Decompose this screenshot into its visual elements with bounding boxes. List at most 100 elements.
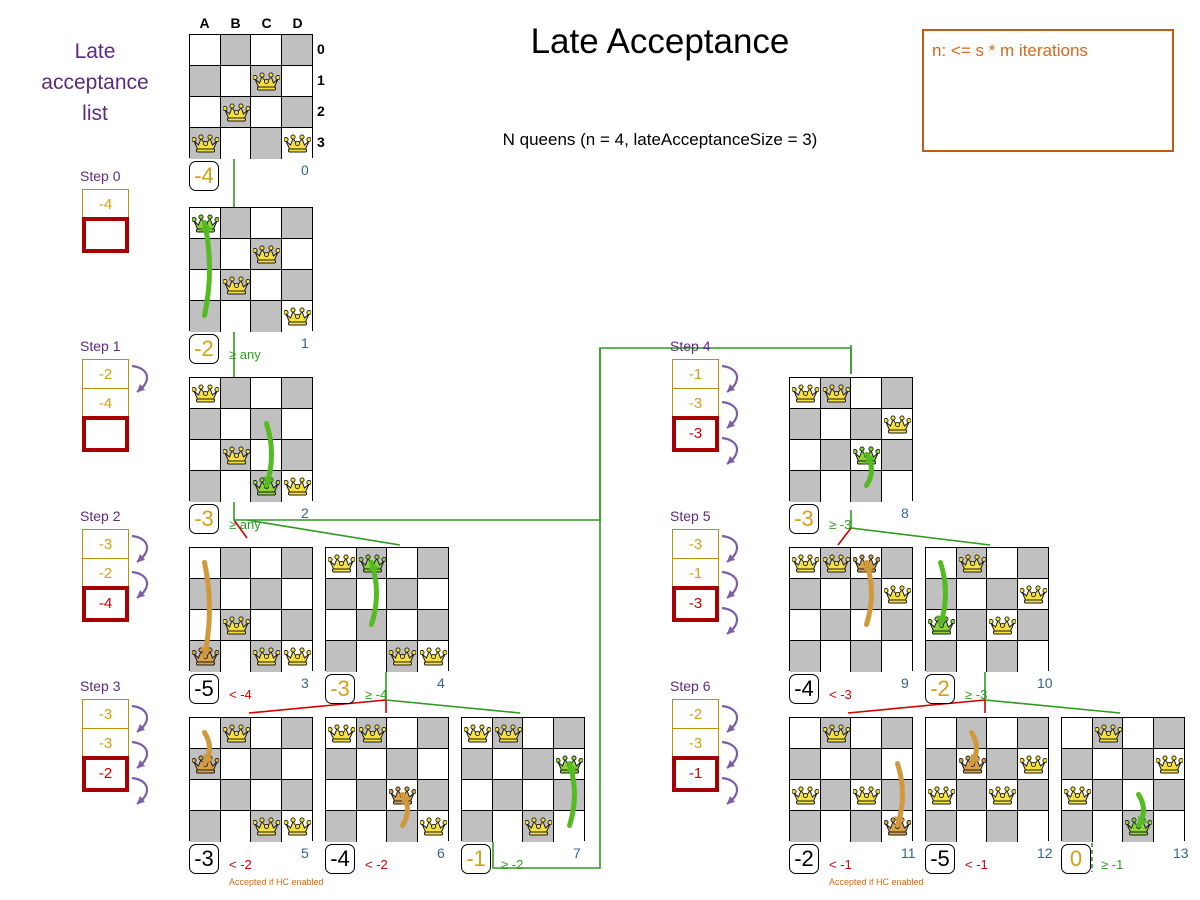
board-cell <box>281 301 312 332</box>
late-acceptance-cell: -3 <box>672 728 719 757</box>
step-label: Step 0 <box>80 168 121 184</box>
board-cell <box>387 780 418 811</box>
chessboard <box>925 717 1049 842</box>
board-cell <box>790 440 821 471</box>
board-cell <box>926 641 957 672</box>
queen-icon <box>419 646 447 668</box>
rotate-arrow-icon <box>718 568 752 608</box>
queen-icon <box>253 816 280 838</box>
board-comparison: ≥ any <box>229 347 261 362</box>
board-cell <box>926 718 957 749</box>
board-index: 1 <box>301 335 309 351</box>
chessboard <box>189 34 313 159</box>
chessboard <box>789 717 913 842</box>
board-cell <box>190 378 221 409</box>
board-cell <box>220 270 251 301</box>
board-cell <box>251 66 282 97</box>
late-acceptance-cell: -2 <box>82 359 129 388</box>
late-acceptance-list: -3 -3 -2 <box>82 699 129 792</box>
late-acceptance-cell: -3 <box>672 388 719 417</box>
board-cell <box>190 239 221 270</box>
board-cell <box>926 548 957 579</box>
board-cell <box>220 641 251 672</box>
queen-icon <box>192 646 219 668</box>
rotate-arrow-icon <box>718 362 752 402</box>
queen-icon <box>792 553 819 575</box>
board-cell <box>281 409 312 440</box>
board-cell <box>356 610 387 641</box>
board-cell <box>926 749 957 780</box>
board-cell <box>1062 811 1093 842</box>
board-cell <box>820 641 851 672</box>
board-cell <box>881 780 912 811</box>
board-cell <box>987 749 1018 780</box>
board-cell <box>326 641 357 672</box>
late-acceptance-current-cell <box>82 217 129 253</box>
board-cell <box>190 471 221 502</box>
board-score: -4 <box>789 674 819 704</box>
board-cell <box>190 780 221 811</box>
board-cell <box>251 128 282 159</box>
board-cell <box>387 811 418 842</box>
rotate-arrow-icon <box>128 568 162 608</box>
queen-icon <box>389 785 416 807</box>
board-score: -4 <box>325 844 355 874</box>
board-cell <box>926 811 957 842</box>
board-cell <box>790 548 821 579</box>
board-index: 7 <box>573 845 581 861</box>
board-comparison: < -2 <box>229 857 252 872</box>
board-score: -2 <box>789 844 819 874</box>
board-cell <box>417 749 448 780</box>
queen-icon <box>283 306 311 328</box>
late-acceptance-cell: -3 <box>82 699 129 728</box>
board-score: -5 <box>925 844 955 874</box>
queen-icon <box>222 723 250 745</box>
board-score: -3 <box>789 504 819 534</box>
queen-icon <box>883 816 911 838</box>
board-cell <box>820 780 851 811</box>
late-acceptance-cell: -1 <box>672 359 719 388</box>
rank-label: 0 <box>317 41 325 57</box>
board-comparison: ≥ any <box>229 517 261 532</box>
board-cell <box>1153 780 1184 811</box>
board-cell <box>462 749 493 780</box>
board-cell <box>356 811 387 842</box>
board-cell <box>281 718 312 749</box>
board-cell <box>220 548 251 579</box>
board-cell <box>790 579 821 610</box>
board-cell <box>1153 811 1184 842</box>
board-cell <box>251 409 282 440</box>
board-cell <box>1123 811 1154 842</box>
queen-icon <box>792 785 819 807</box>
board-cell <box>881 718 912 749</box>
board-cell <box>1092 780 1123 811</box>
step-label: Step 5 <box>670 508 711 524</box>
chessboard <box>189 207 313 332</box>
board-cell <box>220 208 251 239</box>
board-cell <box>987 579 1018 610</box>
queen-icon <box>853 553 880 575</box>
queen-icon <box>358 723 386 745</box>
board-cell <box>881 579 912 610</box>
board-cell <box>251 780 282 811</box>
rotate-arrow-icon <box>718 604 752 644</box>
board-cell <box>987 811 1018 842</box>
board-cell <box>1153 749 1184 780</box>
board-cell <box>326 579 357 610</box>
step-label: Step 4 <box>670 338 711 354</box>
board-cell <box>251 270 282 301</box>
chessboard <box>789 377 913 502</box>
note-text: n: <= s * m iterations <box>932 41 1088 60</box>
board-cell <box>190 548 221 579</box>
queen-icon <box>883 414 911 436</box>
board-cell <box>523 718 554 749</box>
board-cell <box>190 409 221 440</box>
board-cell <box>1017 548 1048 579</box>
chessboard <box>325 547 449 672</box>
board-cell <box>281 548 312 579</box>
late-acceptance-current-cell: -4 <box>82 586 129 622</box>
late-acceptance-cell: -3 <box>82 529 129 558</box>
board-cell <box>251 718 282 749</box>
board-comparison: < -1 <box>965 857 988 872</box>
late-acceptance-cell: -4 <box>82 388 129 417</box>
